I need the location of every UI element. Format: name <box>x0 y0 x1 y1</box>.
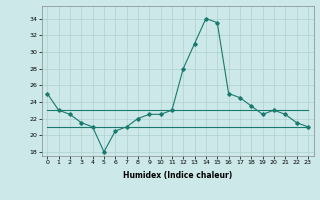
X-axis label: Humidex (Indice chaleur): Humidex (Indice chaleur) <box>123 171 232 180</box>
